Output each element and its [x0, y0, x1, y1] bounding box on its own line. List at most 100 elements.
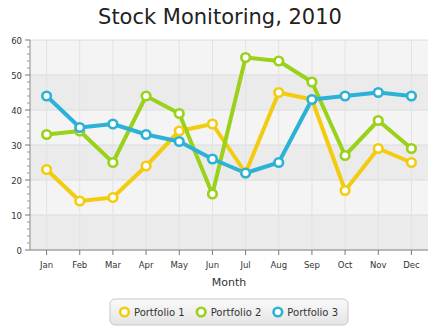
x-tick-label: Nov — [370, 260, 387, 270]
y-minor-tick — [27, 208, 30, 209]
series-marker — [308, 95, 317, 104]
series-marker — [241, 169, 250, 178]
x-tick-label: Oct — [338, 260, 353, 270]
x-tick — [245, 250, 246, 255]
series-marker — [407, 158, 416, 167]
series-marker — [274, 158, 283, 167]
series-marker — [175, 127, 184, 136]
series-marker — [341, 151, 350, 160]
series-marker — [109, 158, 118, 167]
series-marker — [142, 92, 151, 101]
y-tick-label: 20 — [11, 176, 22, 186]
grid-line-vertical — [311, 40, 312, 250]
y-minor-tick — [27, 61, 30, 62]
y-tick-label: 40 — [11, 106, 22, 116]
series-line — [47, 58, 412, 195]
x-tick — [378, 250, 379, 255]
series-marker — [208, 120, 217, 129]
series-marker — [42, 130, 51, 139]
y-minor-tick — [27, 236, 30, 237]
legend-label: Portfolio 3 — [287, 307, 338, 318]
series-marker — [208, 155, 217, 164]
chart: Stock Monitoring, 20100102030405060JanFe… — [0, 0, 441, 333]
series-marker — [175, 109, 184, 118]
x-tick — [79, 250, 80, 255]
legend-marker — [197, 308, 206, 317]
legend-label: Portfolio 1 — [134, 307, 185, 318]
series-line — [47, 93, 412, 202]
title: Stock Monitoring, 2010 — [98, 5, 342, 29]
series-marker — [175, 137, 184, 146]
y-minor-tick — [27, 201, 30, 202]
series-marker — [274, 88, 283, 97]
y-minor-tick — [27, 229, 30, 230]
y-minor-tick — [27, 243, 30, 244]
y-minor-tick — [27, 159, 30, 160]
series-marker — [274, 57, 283, 66]
y-minor-tick — [27, 194, 30, 195]
y-minor-tick — [27, 103, 30, 104]
legend-marker — [274, 308, 283, 317]
y-minor-tick — [27, 152, 30, 153]
grid-line-vertical — [212, 40, 213, 250]
plot-area — [42, 53, 415, 205]
series-marker — [308, 78, 317, 87]
y-tick-label: 10 — [11, 211, 22, 221]
legend-box — [110, 299, 348, 325]
x-tick — [112, 250, 113, 255]
legend-label: Portfolio 2 — [211, 307, 262, 318]
legend: Portfolio 1 Portfolio 2 Portfolio 3 — [110, 299, 348, 325]
x-tick-label: Dec — [403, 260, 420, 270]
series-marker — [208, 190, 217, 199]
y-tick — [25, 250, 30, 251]
series-marker — [341, 186, 350, 195]
x-tick-label: Jun — [205, 260, 219, 270]
series-marker — [341, 92, 350, 101]
grid-line — [30, 110, 428, 111]
x-tick — [345, 250, 346, 255]
x-tick-label: May — [170, 260, 188, 270]
series-marker — [75, 197, 84, 206]
y-tick-label: 60 — [11, 36, 22, 46]
y-minor-tick — [27, 82, 30, 83]
x-tick-label: Apr — [139, 260, 154, 270]
series-marker — [374, 144, 383, 153]
x-axis-label: Month — [212, 276, 247, 289]
grid-line — [30, 75, 428, 76]
y-minor-tick — [27, 131, 30, 132]
series-marker — [42, 165, 51, 174]
legend-marker — [120, 308, 129, 317]
x-tick-label: Jan — [39, 260, 53, 270]
series-marker — [142, 162, 151, 171]
grid-band — [30, 215, 428, 250]
x-tick — [411, 250, 412, 255]
x-tick-label: Jul — [239, 260, 250, 270]
y-minor-tick — [27, 222, 30, 223]
y-minor-tick — [27, 187, 30, 188]
x-axis — [30, 250, 428, 251]
x-tick-label: Aug — [270, 260, 287, 270]
y-minor-tick — [27, 173, 30, 174]
series-line — [47, 93, 412, 174]
y-tick — [25, 40, 30, 41]
y-minor-tick — [27, 96, 30, 97]
y-minor-tick — [27, 166, 30, 167]
series-marker — [308, 95, 317, 104]
series-marker — [241, 169, 250, 178]
y-minor-tick — [27, 89, 30, 90]
y-minor-tick — [27, 138, 30, 139]
grid-line — [30, 40, 428, 41]
series-marker — [241, 53, 250, 62]
grid-line-vertical — [345, 40, 346, 250]
series-marker — [109, 193, 118, 202]
grid-line-vertical — [146, 40, 147, 250]
x-tick — [212, 250, 213, 255]
series-marker — [407, 92, 416, 101]
series-marker — [75, 123, 84, 132]
y-tick — [25, 145, 30, 146]
series-marker — [109, 120, 118, 129]
y-tick-label: 30 — [11, 141, 22, 151]
grid-line-vertical — [112, 40, 113, 250]
y-minor-tick — [27, 124, 30, 125]
x-tick — [311, 250, 312, 255]
